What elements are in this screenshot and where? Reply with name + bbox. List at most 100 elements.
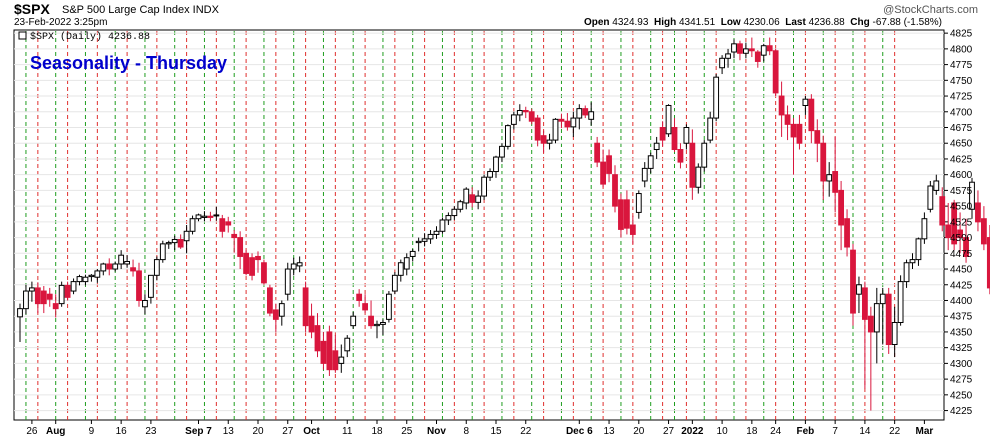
candle: [23, 284, 29, 315]
y-tick-label: 4475: [950, 249, 973, 260]
candle-body: [332, 350, 339, 371]
candle-body: [70, 281, 77, 292]
candle: [272, 303, 279, 332]
y-tick-label: 4250: [950, 390, 973, 401]
candle-body: [505, 125, 511, 147]
candle-body: [856, 284, 862, 295]
x-tick-label: 27: [282, 426, 294, 437]
x-tick-label: 26: [26, 426, 38, 437]
candle: [52, 294, 59, 318]
x-tick-label: Aug: [46, 426, 65, 437]
candle-body: [29, 287, 35, 292]
x-tick-label: 7: [832, 426, 838, 437]
candle: [707, 111, 714, 144]
candle-body: [921, 218, 928, 240]
open-value: 4324.93: [612, 17, 649, 28]
candle-body: [516, 110, 523, 116]
candle-body: [832, 171, 839, 193]
candle-body: [838, 189, 845, 226]
candle-body: [588, 111, 595, 120]
candle: [296, 256, 303, 273]
candle: [867, 306, 874, 411]
candle-body: [403, 257, 410, 270]
y-tick-label: 4700: [950, 107, 973, 118]
candle: [344, 335, 351, 358]
candle: [909, 253, 916, 270]
x-tick-label: 14: [859, 426, 871, 437]
candle: [34, 282, 41, 314]
candle: [112, 261, 119, 272]
y-tick-label: 4225: [950, 406, 973, 417]
candle-body: [314, 325, 321, 352]
candle: [350, 311, 357, 329]
candle: [159, 240, 166, 263]
candle: [475, 190, 482, 210]
candle-body: [772, 50, 779, 94]
y-tick-label: 4525: [950, 217, 973, 228]
candle: [725, 48, 731, 68]
candle-body: [219, 218, 226, 232]
candle-body: [344, 337, 351, 352]
candle-body: [118, 254, 125, 265]
candle-body: [165, 242, 172, 245]
candle: [261, 259, 267, 285]
candle: [814, 119, 821, 163]
candle: [915, 237, 922, 266]
candle: [677, 143, 684, 169]
candle: [332, 335, 339, 373]
y-tick-label: 4425: [950, 280, 973, 291]
candle: [314, 313, 321, 358]
candle-body: [957, 229, 964, 239]
candle-body: [261, 262, 267, 284]
candle: [76, 274, 83, 286]
y-tick-label: 4750: [950, 76, 973, 87]
candle: [951, 199, 958, 251]
candle-body: [391, 274, 398, 292]
candle: [320, 331, 327, 370]
chg-value: -67.88 (-1.58%): [872, 17, 942, 28]
chart-header: $SPX S&P 500 Large Cap Index INDX 23-Feb…: [0, 0, 990, 30]
candle-body: [790, 123, 797, 138]
candle: [386, 291, 392, 323]
candle: [362, 294, 369, 314]
candle: [493, 155, 499, 178]
candle-body: [88, 274, 95, 278]
candle: [487, 168, 493, 181]
candle: [255, 251, 261, 273]
candle-body: [17, 308, 23, 318]
x-tick-label: Dec 6: [566, 426, 593, 437]
candle-body: [94, 270, 101, 278]
candle-body: [493, 156, 499, 173]
x-tick-label: 23: [145, 426, 157, 437]
candle-body: [397, 262, 404, 276]
candle-body: [52, 303, 59, 310]
x-tick-label: 25: [401, 426, 413, 437]
candle: [136, 262, 142, 307]
y-tick-label: 4275: [950, 375, 973, 386]
candle-body: [368, 315, 374, 327]
x-tick-label: Sep 7: [185, 426, 212, 437]
candle-body: [302, 287, 309, 327]
candle: [308, 303, 315, 339]
candle-body: [600, 161, 607, 185]
candle-body: [148, 274, 154, 298]
candle-body: [808, 98, 815, 132]
last-label: Last: [785, 17, 806, 28]
candle: [505, 124, 511, 150]
candle-body: [713, 76, 720, 119]
candle: [142, 294, 148, 315]
x-tick-label: 24: [770, 426, 782, 437]
candle: [189, 215, 196, 235]
candle-body: [177, 238, 184, 248]
candle-body: [23, 290, 29, 310]
x-tick-label: 11: [342, 426, 353, 437]
candle: [46, 287, 53, 307]
quote-stats: Open 4324.93 High 4341.51 Low 4230.06 La…: [584, 17, 942, 28]
y-tick-label: 4325: [950, 343, 973, 354]
candle-body: [927, 185, 934, 210]
candle-body: [618, 199, 624, 230]
candle-body: [463, 188, 470, 204]
candle: [243, 250, 249, 276]
candle: [70, 278, 77, 295]
